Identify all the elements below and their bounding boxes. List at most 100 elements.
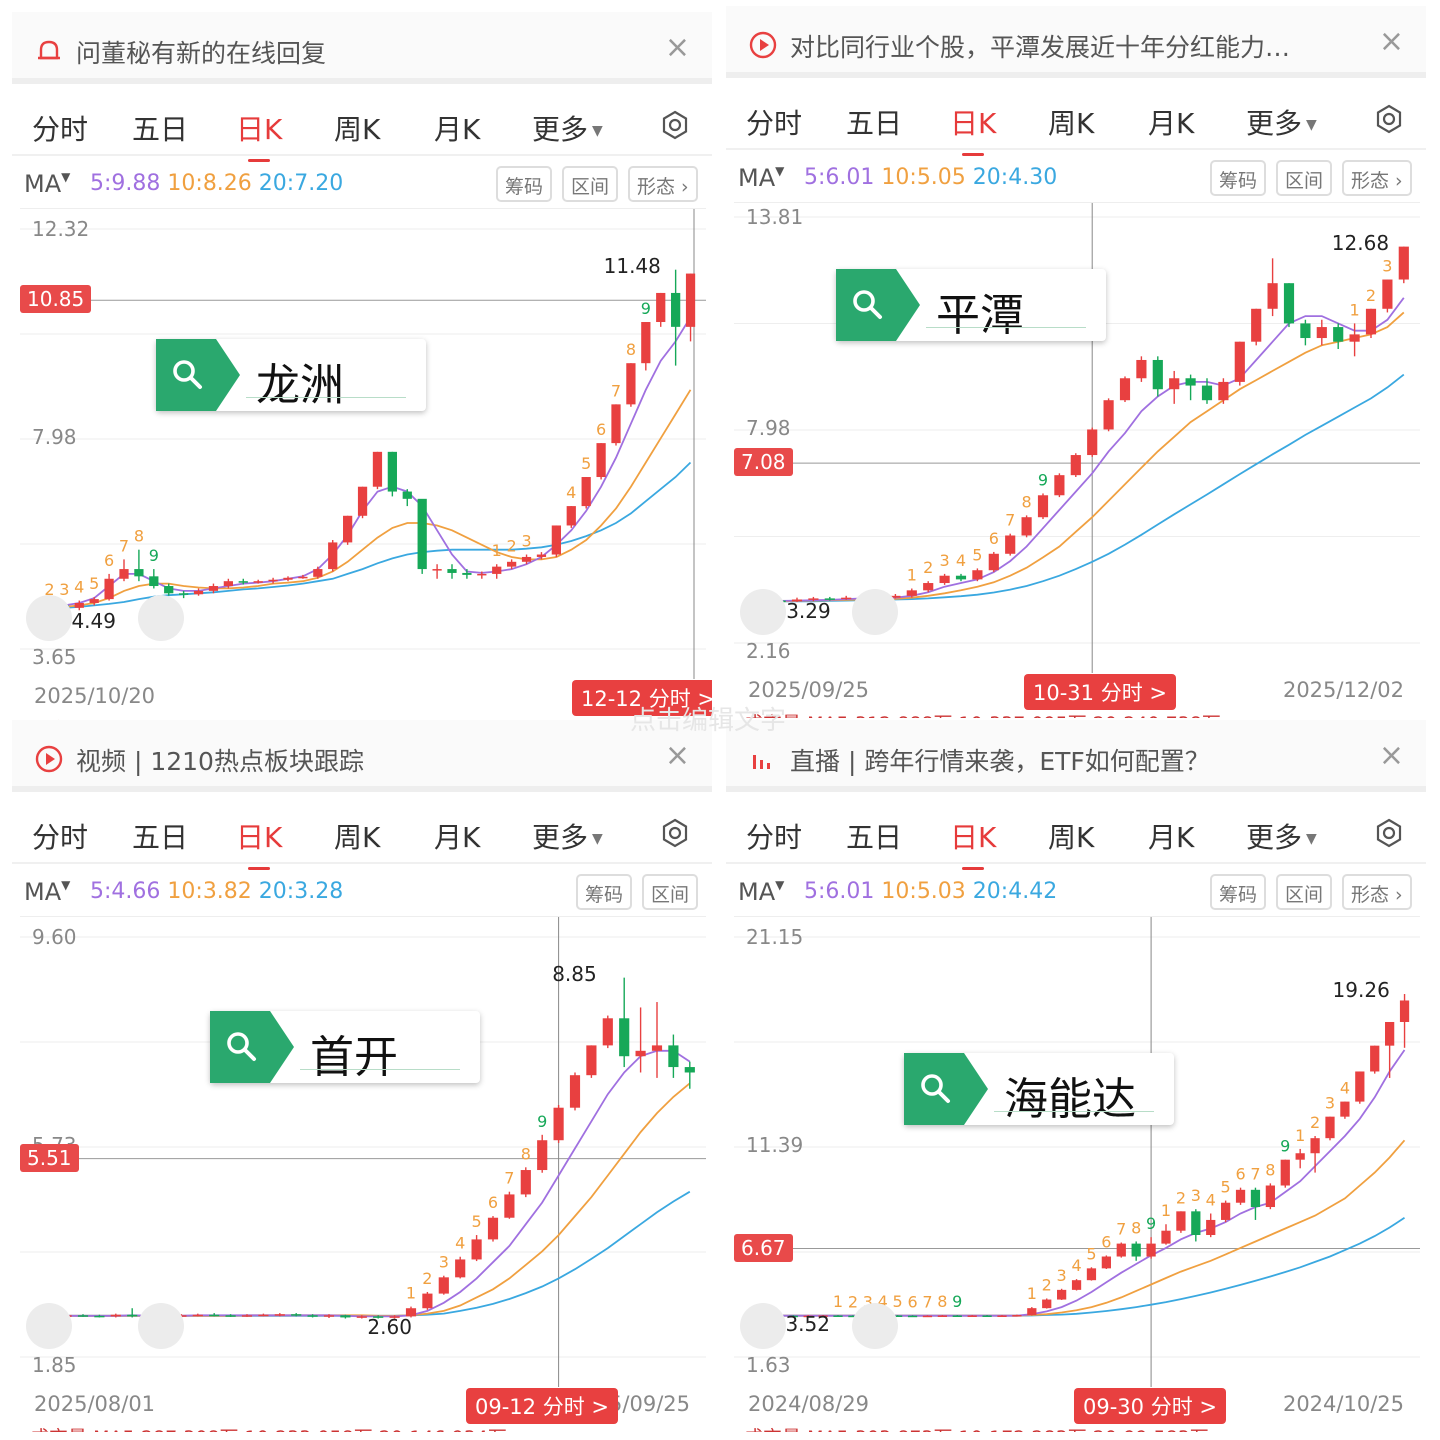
scroll-left-button[interactable] <box>26 595 72 641</box>
tab-week-k[interactable]: 周K <box>1048 816 1094 856</box>
candlestick-chart[interactable]: 2 3 4 5 6 7 8 9 1 2 3 4 5 6 7 8 9 12.32 7.98 3.65 10.85 11.48… <box>20 208 706 679</box>
tab-label: 分时 <box>746 821 803 854</box>
candle-body <box>635 1050 646 1057</box>
tab-label: 分时 <box>32 821 89 854</box>
ma-label-text: MA <box>738 164 776 192</box>
pattern-label: 形态 <box>1351 884 1390 906</box>
close-icon[interactable]: × <box>1378 24 1404 59</box>
candle-body <box>119 569 129 579</box>
range-button[interactable]: 区间 <box>1276 874 1333 910</box>
chips-button[interactable]: 筹码 <box>496 166 553 202</box>
ma-selector[interactable]: MA▼ <box>24 878 70 906</box>
range-button[interactable]: 区间 <box>642 874 699 910</box>
candle-body <box>808 598 819 600</box>
tab-minute[interactable]: 分时 <box>32 108 88 148</box>
tab-day-k[interactable]: 日K <box>236 108 282 162</box>
notice-bar[interactable]: 问董秘有新的在线回复 × <box>12 12 712 84</box>
candle-body <box>447 569 457 573</box>
candle <box>1146 1237 1156 1259</box>
expand-button[interactable] <box>852 589 898 635</box>
tab-month-k[interactable]: 月K <box>434 816 480 856</box>
chips-button[interactable]: 筹码 <box>1210 160 1267 196</box>
ma-selector[interactable]: MA▼ <box>24 170 70 198</box>
tab-more[interactable]: 更多 ▼ <box>532 108 603 148</box>
count-label: 2 <box>848 1292 858 1311</box>
ma-selector[interactable]: MA▼ <box>738 878 784 906</box>
close-icon[interactable]: × <box>664 30 690 65</box>
notice-bar[interactable]: 直播 | 跨年行情来袭，ETF如何配置？ × <box>726 720 1426 792</box>
chips-button[interactable]: 筹码 <box>576 874 633 910</box>
tab-week-k[interactable]: 周K <box>334 816 380 856</box>
minute-chart-button[interactable]: 09-12 分时 > <box>466 1388 618 1424</box>
minute-chart-button[interactable]: 12-12 分时 > <box>572 680 712 716</box>
scroll-left-button[interactable] <box>740 1303 786 1349</box>
tab-five-day[interactable]: 五日 <box>132 108 188 148</box>
tab-five-day[interactable]: 五日 <box>846 816 902 856</box>
range-button[interactable]: 区间 <box>1276 160 1333 196</box>
candle <box>134 549 144 582</box>
settings-icon[interactable] <box>1374 104 1404 134</box>
candle <box>77 1314 89 1317</box>
tab-month-k[interactable]: 月K <box>1148 102 1194 142</box>
candle <box>471 1235 482 1262</box>
candlestick-chart[interactable]: 1 2 3 4 5 6 7 8 9 1 2 3 4 5 6 7 8 9 1 2 3 4 5 6 7 8 9 1 2 3 4 21.15 11.3… <box>734 916 1420 1387</box>
pattern-button[interactable]: 形态 › <box>1342 160 1412 196</box>
tab-more[interactable]: 更多 ▼ <box>1246 816 1317 856</box>
candle <box>1037 493 1049 520</box>
settings-icon[interactable] <box>660 110 690 140</box>
expand-button[interactable] <box>852 1303 898 1349</box>
tab-day-k[interactable]: 日K <box>950 816 996 870</box>
tab-five-day[interactable]: 五日 <box>132 816 188 856</box>
expand-button[interactable] <box>138 1303 184 1349</box>
pattern-button[interactable]: 形态 › <box>1342 874 1412 910</box>
scroll-left-button[interactable] <box>26 1303 72 1349</box>
tab-minute[interactable]: 分时 <box>32 816 88 856</box>
candle-body <box>1250 1189 1261 1208</box>
tab-week-k[interactable]: 周K <box>1048 102 1094 142</box>
chevron-down-icon: ▼ <box>775 878 785 892</box>
candle <box>1382 279 1393 313</box>
tab-day-k[interactable]: 日K <box>236 816 282 870</box>
candle-body <box>223 581 233 587</box>
candle-body <box>1398 246 1409 280</box>
close-icon[interactable]: × <box>664 738 690 773</box>
tab-month-k[interactable]: 月K <box>1148 816 1194 856</box>
search-icon <box>224 1029 258 1063</box>
count-label: 6 <box>907 1292 917 1311</box>
pattern-button[interactable]: 形态 › <box>628 166 698 202</box>
ma-selector[interactable]: MA▼ <box>738 164 784 192</box>
ma20-line <box>763 1217 1405 1317</box>
candlestick-chart[interactable]: 1 2 3 4 5 6 7 8 9 1 2 3 13.81 7.98 2.16 7.08 12.68 3.29 平潭 <box>734 202 1420 673</box>
chips-button[interactable]: 筹码 <box>1210 874 1267 910</box>
tab-five-day[interactable]: 五日 <box>846 102 902 142</box>
notice-bar[interactable]: 视频 | 1210热点板块跟踪 × <box>12 720 712 792</box>
minute-chart-button[interactable]: 09-30 分时 > <box>1074 1388 1226 1424</box>
tab-more[interactable]: 更多 ▼ <box>1246 102 1317 142</box>
notice-bar[interactable]: 对比同行业个股，平潭发展近十年分红能力… × <box>726 6 1426 78</box>
tab-label: 月K <box>434 821 481 854</box>
range-label: 区间 <box>651 884 690 906</box>
stock-panel: 问董秘有新的在线回复 × 分时 五日 日K 周K 月K 更多 ▼ MA▼ 5:9.88 10:8.2… <box>12 12 712 724</box>
tab-minute[interactable]: 分时 <box>746 816 802 856</box>
settings-icon[interactable] <box>1374 818 1404 848</box>
tab-minute[interactable]: 分时 <box>746 102 802 142</box>
minute-chart-button[interactable]: 10-31 分时 > <box>1024 674 1176 710</box>
count-label: 7 <box>1250 1165 1260 1184</box>
live-bars-icon <box>748 744 778 774</box>
tab-day-k[interactable]: 日K <box>950 102 996 156</box>
close-icon[interactable]: × <box>1378 738 1404 773</box>
chips-label: 筹码 <box>505 176 544 198</box>
tab-week-k[interactable]: 周K <box>334 108 380 148</box>
scroll-left-button[interactable] <box>740 589 786 635</box>
tab-month-k[interactable]: 月K <box>434 108 480 148</box>
tab-more[interactable]: 更多 ▼ <box>532 816 603 856</box>
volume-ma-values: MA5:312.888万 10:337.095万 20:240.738万 <box>807 713 1221 718</box>
range-button[interactable]: 区间 <box>562 166 619 202</box>
candle <box>258 1313 269 1317</box>
expand-button[interactable] <box>138 595 184 641</box>
settings-icon[interactable] <box>660 818 690 848</box>
candle-body <box>1280 1159 1290 1186</box>
candle-body <box>553 1107 564 1141</box>
notice-text: 视频 | 1210热点板块跟踪 <box>76 747 364 776</box>
